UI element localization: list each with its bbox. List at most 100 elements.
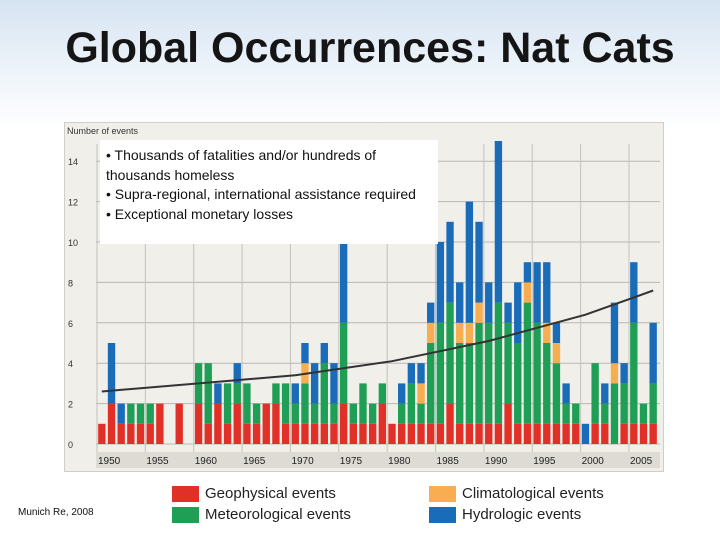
bar-meteorological-1970 — [291, 403, 299, 424]
x-tick-label-1955: 1955 — [146, 456, 169, 467]
bar-hydrologic-1996 — [543, 262, 551, 323]
bar-geophysical-1984 — [427, 423, 435, 444]
bar-geophysical-1987 — [456, 423, 464, 444]
note-line-losses: • Exceptional monetary losses — [106, 205, 293, 222]
y-tick-label-2: 2 — [68, 400, 73, 410]
bar-hydrologic-1972 — [310, 363, 319, 404]
bar-geophysical-1992 — [504, 403, 512, 444]
bar-hydrologic-1990 — [485, 282, 493, 323]
bar-meteorological-1954 — [136, 403, 145, 424]
bar-hydrologic-1971 — [301, 343, 309, 364]
bar-meteorological-1955 — [146, 403, 154, 424]
bar-hydrologic-1998 — [562, 383, 570, 404]
bar-meteorological-1995 — [533, 322, 541, 424]
bar-hydrologic-1989 — [475, 221, 483, 303]
y-tick-label-10: 10 — [68, 238, 78, 248]
title-background — [0, 0, 720, 130]
x-tick-label-2005: 2005 — [630, 456, 653, 467]
y-tick-label-14: 14 — [68, 157, 78, 167]
bar-meteorological-1977 — [359, 383, 367, 424]
bar-hydrologic-1962 — [214, 383, 222, 404]
x-tick-label-1970: 1970 — [291, 456, 314, 467]
bar-meteorological-1971 — [301, 383, 309, 424]
bar-climatological-1983 — [417, 383, 425, 404]
bar-meteorological-2001 — [591, 363, 599, 424]
bar-geophysical-1974 — [330, 423, 338, 444]
bar-climatological-1988 — [465, 322, 474, 343]
legend-item-climatological: Climatological events — [429, 485, 604, 502]
bar-geophysical-2007 — [649, 423, 657, 444]
bar-geophysical-1969 — [281, 423, 290, 444]
bar-geophysical-1968 — [272, 403, 280, 444]
bar-hydrologic-1970 — [291, 383, 299, 404]
bar-hydrologic-2005 — [630, 262, 638, 323]
bar-geophysical-2006 — [639, 423, 648, 444]
bar-geophysical-1955 — [146, 423, 154, 444]
bar-meteorological-1961 — [204, 363, 212, 424]
bar-geophysical-1982 — [407, 423, 416, 444]
bar-meteorological-2007 — [649, 383, 657, 424]
bar-geophysical-1956 — [156, 403, 164, 444]
bar-meteorological-1973 — [320, 363, 328, 424]
bar-hydrologic-2007 — [649, 322, 657, 384]
bar-meteorological-1983 — [417, 403, 425, 424]
bar-meteorological-1985 — [436, 322, 445, 424]
bar-hydrologic-2002 — [601, 383, 609, 404]
bar-geophysical-1998 — [562, 423, 570, 444]
source-credit: Munich Re, 2008 — [18, 507, 94, 518]
bar-meteorological-1989 — [475, 322, 483, 424]
bar-geophysical-1965 — [243, 423, 251, 444]
bar-geophysical-1963 — [223, 423, 232, 444]
legend-label-geophysical: Geophysical events — [205, 485, 336, 502]
bar-hydrologic-1991 — [494, 141, 503, 303]
bar-meteorological-1994 — [523, 302, 532, 424]
y-tick-label-6: 6 — [68, 319, 73, 329]
bar-meteorological-1963 — [223, 383, 232, 424]
stacked-bar-chart: 0 2 4 6 8 10 12 14 Number of events 1950 1955 1960 1… — [67, 126, 660, 468]
x-tick-label-1985: 1985 — [437, 456, 460, 467]
bar-meteorological-1991 — [494, 302, 503, 424]
bar-geophysical-1975 — [339, 403, 348, 444]
bar-hydrologic-1973 — [320, 343, 328, 364]
bar-meteorological-1990 — [485, 322, 493, 424]
bar-hydrologic-1985 — [436, 242, 445, 323]
bar-meteorological-2005 — [630, 322, 638, 424]
bar-meteorological-1987 — [456, 343, 464, 424]
x-tick-label-1990: 1990 — [485, 456, 508, 467]
bar-geophysical-1966 — [252, 423, 261, 444]
bar-meteorological-1968 — [272, 383, 280, 404]
bar-geophysical-1995 — [533, 423, 541, 444]
bar-meteorological-1969 — [281, 383, 290, 424]
bar-climatological-1994 — [523, 282, 532, 303]
note-line-fatalities: • Thousands of fatalities and/or hundred… — [106, 147, 377, 183]
notes-box: • Thousands of fatalities and/or hundred… — [100, 140, 438, 244]
bar-geophysical-2001 — [591, 423, 599, 444]
bar-geophysical-2005 — [630, 423, 638, 444]
bar-geophysical-1976 — [349, 423, 357, 444]
bar-geophysical-1990 — [485, 423, 493, 444]
bar-meteorological-1992 — [504, 322, 512, 404]
legend-item-hydrologic: Hydrologic events — [429, 506, 581, 523]
bar-hydrologic-1997 — [552, 322, 561, 343]
y-axis-title: Number of events — [67, 126, 139, 136]
bar-meteorological-1999 — [572, 403, 580, 424]
bar-hydrologic-1992 — [504, 302, 512, 323]
bar-meteorological-1981 — [398, 403, 406, 424]
bar-meteorological-1982 — [407, 383, 416, 424]
legend-item-geophysical: Geophysical events — [172, 485, 336, 502]
bar-meteorological-1988 — [465, 343, 474, 424]
x-tick-label-2000: 2000 — [582, 456, 605, 467]
bar-meteorological-2004 — [620, 383, 628, 424]
y-tick-label-8: 8 — [68, 278, 73, 288]
legend-swatch-climatological — [429, 485, 456, 502]
bar-geophysical-1981 — [398, 423, 406, 444]
bar-meteorological-1979 — [378, 383, 387, 404]
slide-title: Global Occurrences: Nat Cats — [65, 24, 675, 72]
bar-meteorological-1993 — [514, 343, 522, 424]
bar-geophysical-2004 — [620, 423, 628, 444]
bar-meteorological-1975 — [339, 322, 348, 404]
bar-meteorological-2003 — [610, 383, 619, 444]
bar-geophysical-1950 — [98, 423, 106, 444]
bar-geophysical-1971 — [301, 423, 309, 444]
bar-geophysical-1996 — [543, 423, 551, 444]
